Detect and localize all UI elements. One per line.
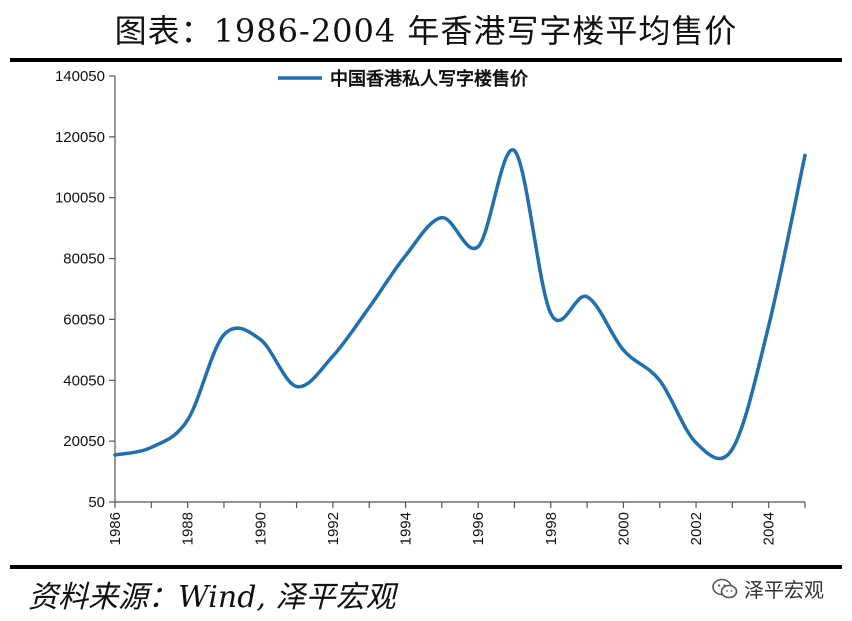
y-tick-label: 60050 bbox=[63, 311, 105, 328]
x-tick-label: 1990 bbox=[252, 512, 269, 545]
legend-label: 中国香港私人写字楼售价 bbox=[330, 68, 529, 89]
y-tick-label: 100050 bbox=[55, 190, 105, 207]
bottom-divider bbox=[10, 565, 842, 569]
watermark: 泽平宏观 bbox=[712, 574, 824, 603]
wechat-icon bbox=[712, 578, 738, 598]
y-tick-label: 20050 bbox=[63, 433, 105, 450]
legend: 中国香港私人写字楼售价 bbox=[278, 68, 529, 89]
y-tick-label: 50 bbox=[88, 494, 105, 511]
y-tick-label: 120050 bbox=[55, 129, 105, 146]
x-tick-label: 1996 bbox=[470, 512, 487, 545]
chart-title: 图表：1986-2004 年香港写字楼平均售价 bbox=[114, 12, 738, 50]
x-axis: 1986 1988 1990 1992 1994 1996 1998 2000 2002 2004 bbox=[107, 501, 806, 545]
x-tick-label: 1988 bbox=[180, 512, 197, 545]
series-line bbox=[113, 148, 807, 461]
x-tick-label: 2000 bbox=[615, 512, 632, 545]
y-tick-label: 80050 bbox=[63, 251, 105, 268]
x-tick-label: 1998 bbox=[543, 512, 560, 545]
series-layer bbox=[113, 148, 807, 461]
watermark-label: 泽平宏观 bbox=[744, 578, 824, 602]
y-axis: 50 20050 40050 60050 80050 100050 120050 140050 bbox=[55, 68, 116, 511]
x-tick-label: 2002 bbox=[688, 512, 705, 545]
x-tick-label: 1986 bbox=[107, 512, 124, 545]
y-tick-label: 140050 bbox=[55, 68, 105, 85]
y-tick-label: 40050 bbox=[63, 372, 105, 389]
x-tick-label: 1992 bbox=[325, 512, 342, 545]
top-divider bbox=[10, 58, 842, 62]
source-note: 资料来源：Wind, 泽平宏观 bbox=[28, 580, 396, 615]
x-tick-label: 1994 bbox=[398, 512, 415, 545]
x-tick-label: 2004 bbox=[761, 512, 778, 545]
